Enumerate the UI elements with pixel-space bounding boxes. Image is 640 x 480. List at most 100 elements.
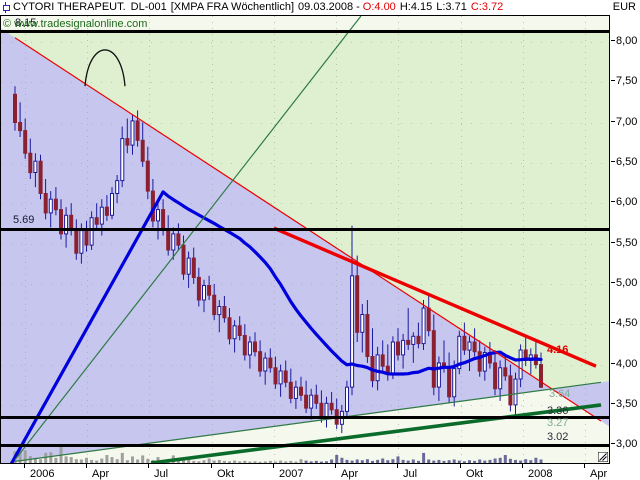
price-tick-mark bbox=[611, 443, 615, 444]
trendline-green-thick bbox=[150, 403, 602, 463]
date-axis-label: 2007 bbox=[279, 468, 304, 480]
price-tick-label: 7,00 bbox=[616, 116, 638, 128]
date-axis-label: Jul bbox=[154, 468, 169, 480]
volume-bar bbox=[468, 460, 471, 463]
volume-bar bbox=[120, 452, 124, 463]
chart-plot-area[interactable]: 8.15 5.69 4.16 3.64 3.36 3.27 3.02 © www… bbox=[1, 16, 609, 463]
price-tick-mark bbox=[611, 80, 615, 81]
volume-bar bbox=[365, 459, 369, 463]
price-axis-tick: 7,00 bbox=[611, 117, 637, 128]
price-tick-mark bbox=[611, 121, 615, 122]
candle-body-up bbox=[232, 325, 237, 340]
gridline-horizontal bbox=[1, 324, 609, 325]
chart-plot-frame[interactable]: 8.15 5.69 4.16 3.64 3.36 3.27 3.02 © www… bbox=[0, 15, 610, 464]
volume-bar bbox=[202, 460, 206, 463]
volume-bar bbox=[447, 460, 451, 463]
price-axis[interactable]: 8,00 7,50 7,00 6,50 6,00 5,50 5,00 4,50 4,00 3,50… bbox=[611, 15, 640, 464]
gridline-horizontal bbox=[1, 365, 609, 366]
candle-body-up bbox=[401, 339, 406, 356]
candle-body-down bbox=[472, 341, 477, 353]
candle-body-down bbox=[53, 198, 58, 211]
candle-cursor-icon bbox=[2, 2, 10, 13]
volume-bar bbox=[39, 459, 43, 463]
date-axis-tick bbox=[211, 464, 212, 468]
candle-body-down bbox=[59, 209, 63, 235]
price-tick-mark bbox=[611, 282, 615, 283]
price-tick-mark bbox=[611, 242, 615, 243]
volume-bar bbox=[85, 457, 88, 463]
gridline-vertical bbox=[461, 16, 462, 463]
candle-body-up bbox=[309, 394, 314, 409]
header-open-value: O:4.00 bbox=[362, 1, 396, 13]
level-label-3-36: 3.36 bbox=[547, 405, 569, 417]
volume-bar bbox=[529, 460, 533, 463]
header-currency: EUR bbox=[612, 1, 636, 13]
candle-body-up bbox=[278, 370, 283, 385]
header-symbol[interactable]: CYTORI THERAPEUT. bbox=[13, 1, 126, 13]
candle-body-down bbox=[237, 325, 242, 336]
date-axis[interactable]: 2006 Apr Jul Okt 2007 Apr Jul Okt 2008 Apr bbox=[0, 464, 640, 480]
trendline-label-3-64: 3.64 bbox=[549, 388, 571, 400]
date-axis-tick bbox=[335, 464, 336, 468]
price-tick-label: 7,50 bbox=[616, 75, 638, 87]
volume-bar bbox=[115, 459, 119, 463]
candle-body-down bbox=[258, 351, 263, 372]
date-axis-label: Apr bbox=[590, 468, 608, 480]
price-axis-tick: 5,50 bbox=[611, 238, 637, 249]
volume-bar bbox=[427, 459, 431, 463]
candle-body-down bbox=[493, 362, 498, 390]
candle-body-down bbox=[94, 217, 99, 225]
header-low-value: L:3.71 bbox=[436, 1, 467, 13]
candle-body-down bbox=[268, 357, 273, 369]
candle-body-down bbox=[253, 341, 257, 353]
candle-body-up bbox=[293, 386, 298, 400]
price-axis-tick: 4,50 bbox=[611, 318, 637, 329]
level-label-3-02: 3.02 bbox=[547, 431, 569, 443]
candle-body-down bbox=[38, 160, 43, 194]
price-axis-tick: 3,50 bbox=[611, 399, 637, 410]
gridline-horizontal bbox=[1, 123, 609, 124]
candle-body-up bbox=[452, 368, 457, 398]
candle-body-up bbox=[350, 275, 355, 388]
volume-bar bbox=[69, 457, 73, 463]
level-line-5-69 bbox=[1, 228, 609, 231]
resize-handle-icon[interactable] bbox=[598, 452, 608, 462]
candle-body-up bbox=[247, 341, 252, 356]
gridline-vertical bbox=[398, 16, 399, 463]
candle-body-down bbox=[355, 275, 360, 333]
region-lavender-channel bbox=[1, 28, 609, 463]
volume-bar bbox=[524, 459, 528, 463]
volume-bar bbox=[473, 460, 477, 463]
volume-bar bbox=[243, 460, 247, 463]
date-axis-tick bbox=[24, 464, 25, 468]
candle-body-up bbox=[498, 367, 503, 390]
candle-body-up bbox=[421, 307, 426, 345]
gridline-horizontal bbox=[1, 82, 609, 83]
volume-bar bbox=[274, 461, 277, 463]
volume-bar bbox=[187, 458, 191, 463]
volume-bar bbox=[391, 459, 395, 463]
volume-bar bbox=[503, 455, 507, 463]
header-isin: DL-001 bbox=[130, 1, 167, 13]
price-tick-label: 5,50 bbox=[616, 237, 638, 249]
header-close-value: C:3.72 bbox=[470, 1, 504, 13]
price-tick-label: 8,00 bbox=[616, 35, 638, 47]
trendline-green-thin bbox=[14, 381, 602, 462]
candle-body-up bbox=[110, 193, 114, 216]
volume-bar bbox=[59, 445, 63, 463]
volume-bar bbox=[23, 450, 27, 463]
volume-bar bbox=[182, 460, 185, 463]
candle-body-down bbox=[539, 364, 543, 388]
price-axis-tick: 4,00 bbox=[611, 359, 637, 370]
candle-body-down bbox=[304, 394, 309, 409]
volume-bar bbox=[176, 460, 180, 463]
volume-bar bbox=[18, 447, 22, 463]
candle-body-up bbox=[33, 160, 38, 173]
date-axis-tick bbox=[584, 464, 585, 468]
candle-body-down bbox=[23, 130, 28, 154]
candle-body-down bbox=[273, 367, 278, 385]
header-exchange-interval: [XMPA FRA Wöchentlich] bbox=[170, 1, 295, 13]
volume-bar bbox=[217, 459, 221, 463]
candle-body-down bbox=[176, 233, 181, 246]
candle-body-down bbox=[380, 354, 385, 367]
